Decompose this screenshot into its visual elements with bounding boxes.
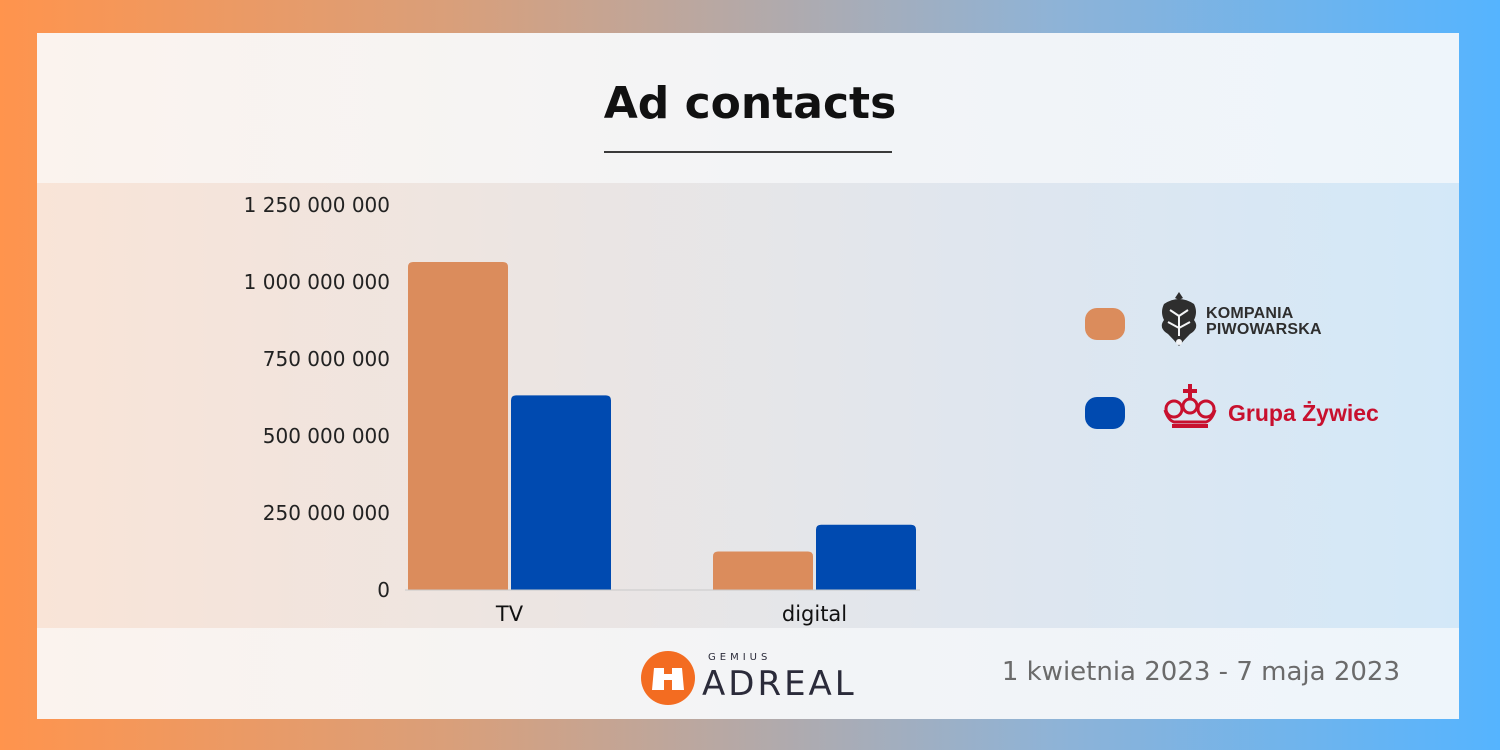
gemius-adreal-logo: GEMIUS ADREAL — [640, 650, 860, 710]
legend-swatch-grupa-zywiec — [1085, 397, 1125, 429]
y-tick-label: 1 250 000 000 — [244, 193, 390, 217]
x-axis: TV digital — [405, 589, 920, 626]
kompania-piwowarska-logo: KOMPANIA PIWOWARSKA — [1156, 290, 1356, 348]
date-range: 1 kwietnia 2023 - 7 maja 2023 — [1001, 657, 1400, 687]
chart-title: Ad contacts — [603, 78, 897, 129]
x-category-label: TV — [495, 602, 524, 626]
legend-swatch-kompania-piwowarska — [1085, 308, 1125, 340]
bar-digital-series-1 — [816, 524, 916, 590]
bar-tv-series-0 — [408, 261, 508, 590]
x-category-label: digital — [782, 602, 847, 626]
hop-icon — [1161, 292, 1197, 346]
adreal-wordmark: ADREAL — [702, 664, 857, 704]
kompania-piwowarska-wordmark: KOMPANIA PIWOWARSKA — [1206, 306, 1322, 338]
title-underline — [604, 151, 892, 153]
y-tick-label: 750 000 000 — [263, 347, 390, 371]
crown-icon — [1163, 384, 1217, 428]
legend-label-line-1: KOMPANIA — [1206, 305, 1294, 322]
bar-tv-series-1 — [511, 395, 611, 590]
grupa-zywiec-wordmark: Grupa Żywiec — [1228, 400, 1379, 426]
grupa-zywiec-logo: Grupa Żywiec — [1160, 382, 1390, 432]
y-tick-label: 0 — [377, 578, 390, 602]
y-tick-label: 500 000 000 — [263, 424, 390, 448]
legend-label-line-2: PIWOWARSKA — [1206, 321, 1322, 338]
y-tick-label: 1 000 000 000 — [244, 270, 390, 294]
binoculars-icon — [641, 651, 695, 705]
gemius-wordmark: GEMIUS — [708, 652, 772, 663]
y-axis: 0 250 000 000 500 000 000 750 000 000 1 000 … — [244, 193, 390, 602]
y-tick-label: 250 000 000 — [263, 501, 390, 525]
bars — [408, 261, 916, 590]
bar-digital-series-0 — [713, 551, 813, 590]
